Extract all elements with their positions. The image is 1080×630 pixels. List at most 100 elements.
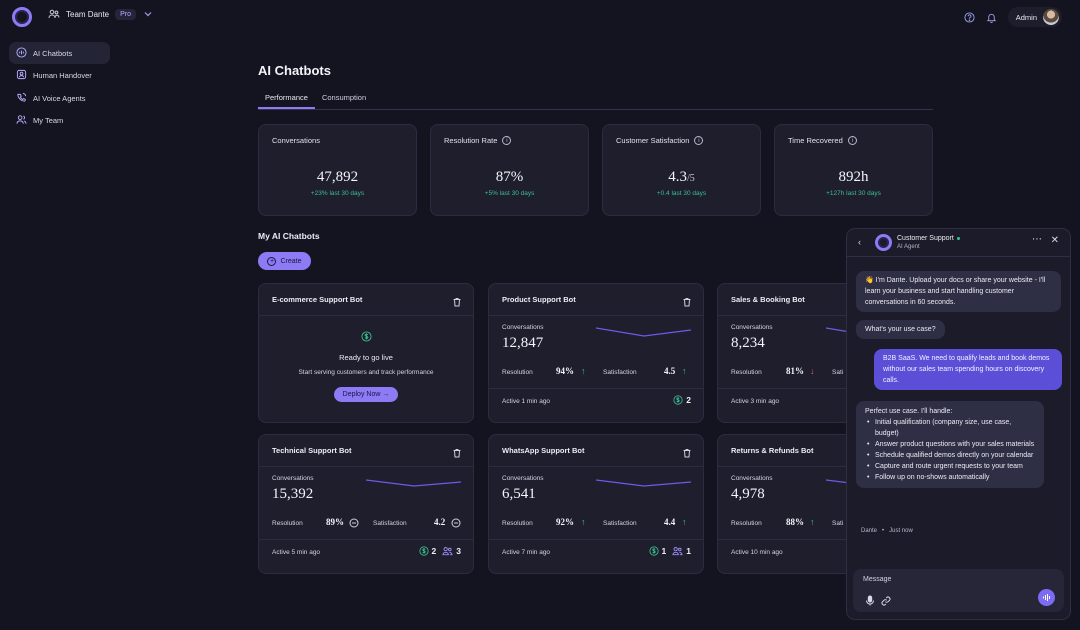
- sparkline: [596, 327, 691, 337]
- info-icon[interactable]: i: [847, 136, 857, 145]
- stat-change: +23% last 30 days: [310, 190, 365, 197]
- divider: [259, 466, 473, 467]
- conversations-value: 6,541: [502, 486, 536, 502]
- badges: 2 3: [418, 546, 461, 556]
- bot-name: Product Support Bot: [502, 295, 576, 304]
- app-logo[interactable]: [12, 7, 32, 27]
- list-item: Capture and route urgent requests to you…: [865, 461, 1035, 472]
- bell-icon[interactable]: [986, 11, 998, 23]
- conversations-label: Conversations: [731, 324, 773, 331]
- arrow-up-icon: ↑: [682, 517, 687, 527]
- sidebar-item-ai-chatbots[interactable]: AI Chatbots: [9, 42, 110, 64]
- conversations-label: Conversations: [731, 475, 773, 482]
- sparkline: [366, 479, 461, 487]
- back-arrow-icon[interactable]: ‹: [858, 237, 861, 247]
- users-icon: [672, 547, 683, 556]
- info-icon[interactable]: i: [502, 136, 512, 145]
- tabs: Performance Consumption: [258, 90, 933, 110]
- link-icon[interactable]: [881, 593, 891, 611]
- chat-message-bot: 👋 I'm Dante. Upload your docs or share y…: [856, 271, 1061, 312]
- bot-name: Sales & Booking Bot: [731, 295, 805, 304]
- chat-header: ‹ Customer Support AI Agent ⋯ ✕: [847, 229, 1070, 257]
- user-menu[interactable]: Admin: [1007, 7, 1062, 27]
- escalation-badge: 3: [442, 546, 461, 556]
- chat-message-user: B2B SaaS. We need to qualify leads and b…: [874, 349, 1062, 390]
- message-input[interactable]: Message: [853, 569, 1064, 612]
- resolution-value: 81%: [786, 366, 804, 376]
- voice-send-button[interactable]: [1038, 589, 1055, 606]
- bot-card-product-support[interactable]: Product Support Bot Conversations 12,847…: [488, 283, 704, 423]
- chevron-down-icon[interactable]: [142, 8, 154, 20]
- team-switcher[interactable]: Team Dante Pro: [48, 8, 154, 20]
- stat-label-text: Customer Satisfaction: [616, 136, 690, 145]
- arrow-up-icon: ↑: [581, 517, 586, 527]
- bot-name: E-commerce Support Bot: [272, 295, 363, 304]
- satisfaction-label: Sati: [832, 369, 844, 376]
- ready-subtitle: Start serving customers and track perfor…: [298, 369, 434, 376]
- resolution-value: 88%: [786, 517, 804, 527]
- sidebar-item-label: My Team: [33, 116, 64, 125]
- team-icon: [48, 8, 60, 20]
- chat-message-bot: Perfect use case. I'll handle: Initial q…: [856, 401, 1044, 488]
- sidebar: AI Chatbots Human Handover AI Voice Agen…: [9, 42, 110, 132]
- divider: [489, 388, 703, 389]
- sidebar-item-my-team[interactable]: My Team: [9, 110, 110, 132]
- team-icon: [16, 114, 27, 127]
- tab-performance[interactable]: Performance: [258, 90, 315, 109]
- more-options-icon[interactable]: ⋯: [1032, 234, 1042, 245]
- stat-value-text: 47,892: [316, 169, 359, 185]
- trash-icon[interactable]: [452, 294, 462, 312]
- stat-value: 4.3/5: [603, 169, 760, 186]
- chat-title-text: Customer Support: [897, 235, 954, 242]
- sidebar-item-ai-voice-agents[interactable]: AI Voice Agents: [9, 87, 110, 109]
- arrow-up-icon: ↑: [810, 517, 815, 527]
- tab-consumption[interactable]: Consumption: [321, 93, 367, 102]
- resolution-value: 94%: [556, 366, 574, 376]
- stat-card-customer-satisfaction: Customer Satisfaction i 4.3/5 +0.4 last 3…: [602, 124, 761, 216]
- divider: [489, 466, 703, 467]
- sidebar-item-human-handover[interactable]: Human Handover: [9, 65, 110, 87]
- trash-icon[interactable]: [452, 445, 462, 463]
- bot-name: Technical Support Bot: [272, 446, 352, 455]
- dollar-circle-icon: [360, 331, 372, 342]
- divider: [489, 315, 703, 316]
- arrow-up-icon: ↑: [682, 366, 687, 376]
- trash-icon[interactable]: [682, 445, 692, 463]
- stat-label-text: Time Recovered: [788, 136, 843, 145]
- info-icon[interactable]: i: [694, 136, 704, 145]
- conversations-value: 12,847: [502, 335, 544, 351]
- microphone-icon[interactable]: [865, 593, 875, 611]
- deploy-now-button[interactable]: Deploy Now →: [333, 387, 399, 402]
- last-active: Active 5 min ago: [272, 549, 321, 556]
- stat-label: Customer Satisfaction i: [616, 136, 704, 145]
- satisfaction-label: Satisfaction: [373, 520, 407, 527]
- plan-badge: Pro: [115, 8, 137, 20]
- resolution-label: Resolution: [731, 369, 762, 376]
- dollar-circle-icon: [648, 546, 659, 556]
- bot-name: WhatsApp Support Bot: [502, 446, 585, 455]
- stat-label: Resolution Rate i: [444, 136, 512, 145]
- resolution-value: 92%: [556, 517, 574, 527]
- bot-card-technical-support[interactable]: Technical Support Bot Conversations 15,3…: [258, 434, 474, 574]
- trash-icon[interactable]: [682, 294, 692, 312]
- handover-badge: 1: [648, 546, 666, 556]
- conversations-label: Conversations: [502, 475, 544, 482]
- stat-value-text: 87%: [495, 169, 524, 185]
- close-icon[interactable]: ✕: [1050, 235, 1059, 246]
- message-time: Just now: [889, 528, 913, 534]
- bot-card-whatsapp-support[interactable]: WhatsApp Support Bot Conversations 6,541…: [488, 434, 704, 574]
- message-meta: Dante • Just now: [861, 528, 913, 534]
- help-icon[interactable]: [964, 11, 976, 23]
- stat-change: +0.4 last 30 days: [656, 190, 707, 197]
- create-button[interactable]: + Create: [258, 252, 311, 270]
- badges: 1 1: [648, 546, 691, 556]
- stat-label-text: Conversations: [272, 136, 320, 145]
- divider: [718, 539, 932, 540]
- stat-label: Conversations: [272, 136, 320, 145]
- satisfaction-value: 4.2: [434, 517, 446, 527]
- bot-card-ecommerce[interactable]: E-commerce Support Bot Ready to go live …: [258, 283, 474, 423]
- avatar: [1043, 9, 1059, 25]
- message-placeholder: Message: [863, 576, 892, 583]
- list-item: Schedule qualified demos directly on you…: [865, 450, 1035, 461]
- divider: [718, 466, 932, 467]
